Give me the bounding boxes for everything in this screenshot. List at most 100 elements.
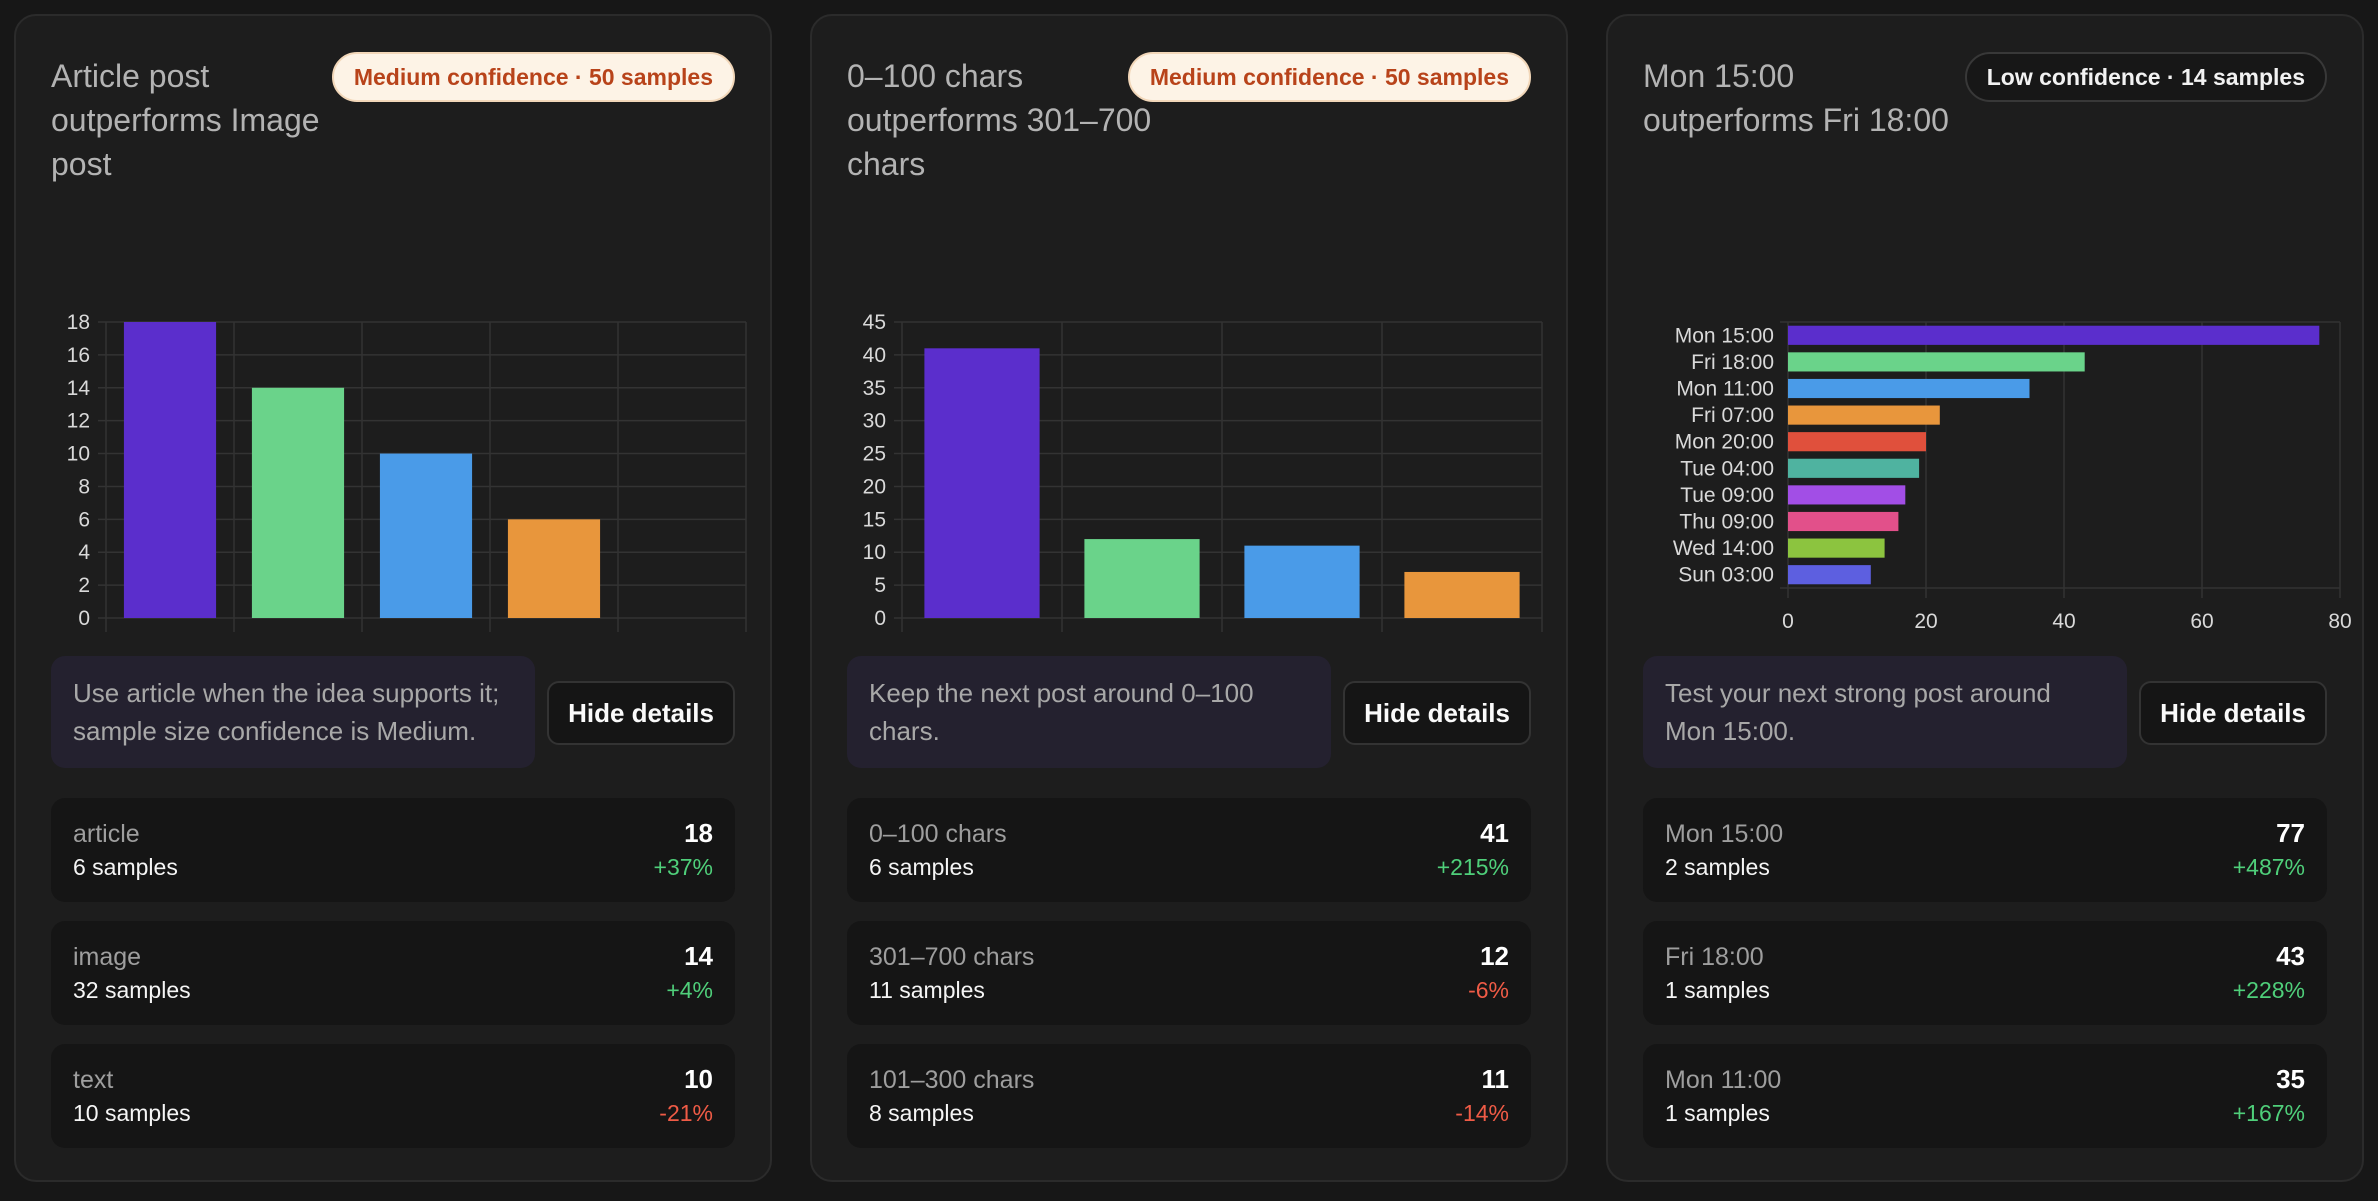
x-tick-label: 80 (2328, 610, 2351, 633)
x-tick-label: 40 (2052, 610, 2075, 633)
y-tick-label: 10 (863, 541, 886, 564)
result-row: Fri 18:00 1 samples 43 +228% (1643, 921, 2327, 1025)
row-change: +4% (666, 977, 713, 1003)
bar (1788, 538, 1885, 558)
bar (1244, 545, 1360, 618)
row-samples: 6 samples (73, 854, 178, 880)
bar (507, 519, 601, 618)
row-value: 14 (684, 941, 713, 971)
insight-card: Mon 15:00 outperforms Fri 18:00 Low conf… (1606, 14, 2364, 1182)
x-tick-label: 60 (2190, 610, 2213, 633)
y-tick-label: Tue 09:00 (1680, 484, 1774, 507)
row-change: -6% (1468, 977, 1509, 1003)
x-tick-label: 0 (1782, 610, 1794, 633)
row-change: +167% (2232, 1100, 2305, 1126)
recommendation-text: Use article when the idea supports it; s… (51, 656, 535, 768)
result-row: image 32 samples 14 +4% (51, 921, 735, 1025)
row-value: 12 (1480, 941, 1509, 971)
hide-details-button[interactable]: Hide details (2139, 681, 2327, 745)
row-name: Fri 18:00 (1665, 943, 1764, 971)
bar (1084, 539, 1200, 618)
row-samples: 1 samples (1665, 977, 1770, 1003)
y-tick-label: Wed 14:00 (1673, 537, 1774, 560)
row-name: 0–100 chars (869, 820, 1007, 848)
row-value: 10 (684, 1064, 713, 1094)
row-samples: 1 samples (1665, 1100, 1770, 1126)
y-tick-label: 25 (863, 443, 886, 466)
confidence-badge: Medium confidence · 50 samples (331, 52, 735, 102)
row-value: 41 (1480, 818, 1509, 848)
row-name: image (73, 943, 142, 971)
result-row: 0–100 chars 6 samples 41 +215% (847, 798, 1531, 902)
bar (1788, 352, 2085, 372)
y-tick-label: 15 (863, 508, 886, 531)
bar (1788, 325, 2320, 345)
row-value: 43 (2276, 941, 2305, 971)
y-tick-label: Fri 07:00 (1691, 404, 1774, 427)
row-value: 18 (684, 818, 713, 848)
y-tick-label: Mon 11:00 (1676, 378, 1774, 401)
y-tick-label: 4 (78, 541, 90, 564)
bar (1788, 378, 2030, 399)
insight-title: Mon 15:00 outperforms Fri 18:00 (1643, 58, 1949, 138)
row-samples: 10 samples (73, 1100, 191, 1126)
result-row: article 6 samples 18 +37% (51, 798, 735, 902)
row-samples: 8 samples (869, 1100, 974, 1126)
y-tick-label: 2 (78, 574, 90, 597)
row-samples: 2 samples (1665, 854, 1770, 880)
y-tick-label: 0 (874, 607, 886, 630)
insight-card: Article post outperforms Image post Medi… (14, 14, 772, 1182)
y-tick-label: 20 (863, 475, 886, 498)
y-tick-label: Mon 15:00 (1675, 324, 1774, 347)
row-value: 35 (2276, 1064, 2305, 1094)
length-bar-chart: 0 5 10 15 20 25 30 35 40 45 (863, 311, 1543, 632)
insight-title: 0–100 chars outperforms 301–700 chars (847, 58, 1152, 182)
row-name: Mon 11:00 (1665, 1066, 1782, 1094)
y-tick-label: 5 (874, 574, 886, 597)
hide-details-button[interactable]: Hide details (1343, 681, 1531, 745)
confidence-badge: Low confidence · 14 samples (1964, 52, 2327, 102)
y-tick-label: 30 (863, 410, 886, 433)
row-change: -14% (1455, 1100, 1509, 1126)
bar (924, 348, 1040, 618)
y-tick-label: 40 (863, 344, 886, 367)
row-name: Mon 15:00 (1665, 820, 1784, 848)
row-samples: 6 samples (869, 854, 974, 880)
row-change: +487% (2232, 854, 2305, 880)
y-tick-label: 10 (67, 443, 90, 466)
bar (123, 322, 217, 618)
insight-card: 0–100 chars outperforms 301–700 chars Me… (810, 14, 1568, 1182)
row-name: 301–700 chars (869, 943, 1035, 971)
y-tick-label: 35 (863, 377, 886, 400)
result-row: 301–700 chars 11 samples 12 -6% (847, 921, 1531, 1025)
y-tick-label: 8 (78, 475, 90, 498)
y-tick-label: Tue 04:00 (1680, 457, 1774, 480)
row-name: article (73, 820, 140, 848)
recommendation-text: Keep the next post around 0–100 chars. (847, 656, 1331, 768)
confidence-badge: Medium confidence · 50 samples (1127, 52, 1531, 102)
y-tick-label: 12 (67, 410, 90, 433)
y-tick-label: 45 (863, 311, 886, 334)
bar (251, 387, 345, 618)
y-tick-label: 0 (78, 607, 90, 630)
time-slot-bar-chart: 0 20 40 60 80 Mon 15:00 Fri 18:00 Mon 11:00 Fri … (1673, 321, 2352, 633)
bar (379, 453, 473, 618)
hide-details-button[interactable]: Hide details (547, 681, 735, 745)
y-tick-label: Mon 20:00 (1675, 431, 1774, 454)
row-change: +37% (653, 854, 713, 880)
bar (1788, 405, 1940, 425)
y-tick-label: 6 (78, 508, 90, 531)
bar (1788, 432, 1926, 452)
row-change: +228% (2232, 977, 2305, 1003)
y-tick-label: 14 (67, 377, 91, 400)
y-tick-label: Sun 03:00 (1678, 564, 1774, 587)
row-name: 101–300 chars (869, 1066, 1035, 1094)
row-value: 11 (1481, 1064, 1510, 1094)
row-change: -21% (659, 1100, 713, 1126)
bar (1788, 511, 1899, 532)
format-bar-chart: 0 2 4 6 8 10 12 14 16 18 (67, 311, 747, 632)
row-value: 77 (2276, 818, 2305, 848)
result-row: Mon 11:00 1 samples 35 +167% (1643, 1044, 2327, 1148)
y-tick-label: 18 (67, 311, 90, 334)
